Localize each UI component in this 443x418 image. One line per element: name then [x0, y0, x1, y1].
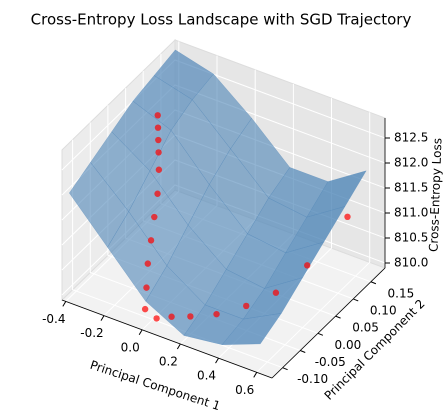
trajectory-point	[141, 305, 149, 313]
z-tick-label: 812.5	[394, 131, 428, 145]
trajectory-point	[154, 124, 162, 131]
y-tick-label: -0.10	[297, 372, 328, 386]
trajectory-point	[213, 310, 220, 318]
y-tick-label: 0.10	[370, 303, 397, 317]
trajectory-point	[304, 262, 311, 269]
x-axis	[61, 299, 273, 379]
x-tick-label: -0.4	[42, 312, 65, 326]
trajectory-point	[155, 149, 162, 156]
trajectory-point	[272, 289, 280, 296]
trajectory-point	[187, 313, 194, 320]
trajectory-point	[344, 213, 351, 221]
trajectory-point	[151, 213, 158, 221]
y-tick	[353, 298, 359, 302]
x-tick-label: -0.2	[80, 326, 103, 340]
x-tick	[215, 357, 219, 364]
z-axis-label: Cross-Entropy Loss	[427, 138, 443, 252]
y-tick	[317, 332, 324, 336]
x-tick-label: 0.2	[159, 354, 178, 368]
trajectory-point	[155, 166, 163, 173]
z-tick-label: 810.0	[394, 256, 428, 270]
surface-patch	[221, 312, 282, 345]
trajectory-point	[154, 190, 161, 197]
y-axis	[271, 267, 386, 379]
y-tick-label: 0.00	[335, 338, 362, 352]
trajectory-point	[144, 260, 152, 267]
trajectory-point	[153, 315, 160, 322]
z-tick-label: 812.0	[394, 156, 428, 170]
z-tick-label: 810.5	[394, 231, 428, 245]
trajectory-point	[154, 112, 161, 119]
z-tick-label: 811.5	[394, 181, 428, 195]
trajectory-point	[168, 313, 175, 320]
trajectory-point	[243, 302, 250, 310]
y-tick	[370, 281, 377, 285]
z-tick-label: 811.0	[394, 206, 428, 220]
x-tick-label: 0.6	[235, 383, 254, 397]
y-tick	[282, 367, 288, 371]
y-tick	[300, 350, 306, 353]
grid-line	[256, 112, 371, 373]
y-tick-label: -0.05	[315, 355, 346, 369]
x-tick	[62, 301, 67, 307]
trajectory-point	[155, 136, 162, 144]
trajectory-point	[143, 284, 150, 291]
y-tick	[335, 315, 341, 319]
y-tick-label: 0.15	[388, 286, 415, 300]
x-tick	[253, 372, 258, 378]
trajectory-point	[147, 237, 155, 244]
x-axis-label: Principal Component 1	[88, 358, 222, 413]
x-tick	[138, 329, 143, 336]
x-tick-label: 0.4	[197, 369, 216, 383]
chart-title: Cross-Entropy Loss Landscape with SGD Tr…	[31, 11, 412, 29]
x-tick	[176, 343, 181, 350]
x-tick	[100, 315, 105, 321]
y-tick-label: 0.05	[352, 321, 379, 335]
x-tick-label: 0.0	[121, 340, 140, 354]
